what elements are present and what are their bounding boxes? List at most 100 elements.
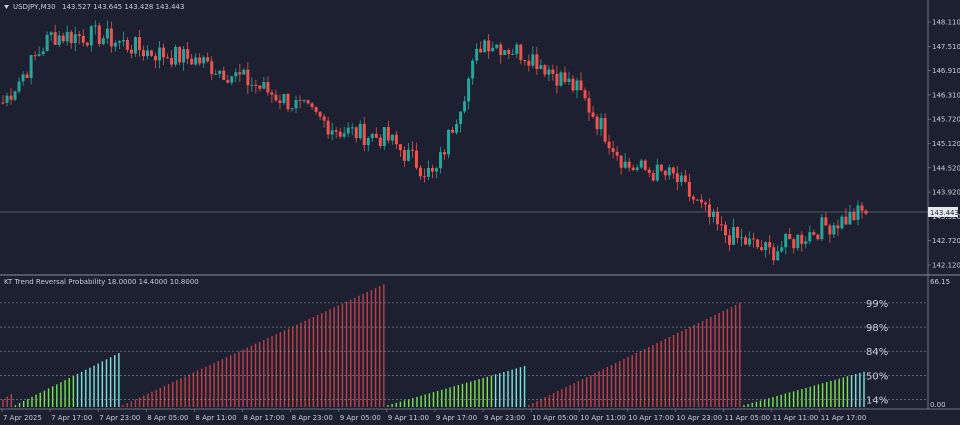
candle-body xyxy=(587,98,591,113)
candle-body xyxy=(655,164,659,181)
histogram-bar xyxy=(677,332,679,407)
candle-body xyxy=(146,50,150,57)
candle-body xyxy=(503,50,507,56)
current-price-tag xyxy=(928,207,958,217)
histogram-bar xyxy=(167,384,170,407)
candle-body xyxy=(386,127,390,141)
histogram-bar xyxy=(780,394,782,407)
histogram-bar xyxy=(312,316,315,407)
candle-body xyxy=(350,127,354,129)
histogram-bar xyxy=(180,378,182,407)
histogram-bar xyxy=(747,403,749,407)
histogram-bar xyxy=(176,380,178,407)
candle-body xyxy=(776,251,780,261)
histogram-bar xyxy=(436,390,439,407)
candle-body xyxy=(402,150,406,161)
candle-body xyxy=(571,78,575,91)
candle-body xyxy=(37,54,41,56)
histogram-bar xyxy=(333,307,335,407)
candle-body xyxy=(105,28,109,39)
collapse-arrow-icon[interactable] xyxy=(4,5,9,9)
histogram-bar xyxy=(184,376,186,407)
price-label: 142.720 xyxy=(932,237,960,245)
candle-body xyxy=(45,34,49,52)
histogram-bar xyxy=(254,343,257,407)
histogram-bar xyxy=(639,350,642,407)
candle-body xyxy=(302,100,306,102)
price-axis[interactable]: 148.110 147.510 146.910 146.310 145.720 145.1… xyxy=(928,19,960,270)
time-label: 9 Apr 23:00 xyxy=(484,414,525,422)
candle-body xyxy=(820,217,824,240)
candle-body xyxy=(515,44,519,54)
histogram-bar xyxy=(619,361,621,407)
price-label: 145.120 xyxy=(932,140,960,148)
candle-body xyxy=(258,85,262,89)
candle-body xyxy=(426,168,430,177)
candle-body xyxy=(85,42,89,46)
histogram-bar xyxy=(134,399,137,407)
candle-body xyxy=(812,232,816,235)
candle-body xyxy=(286,94,290,110)
candle-body xyxy=(238,72,242,75)
level-label: 99% xyxy=(866,299,888,310)
histogram-bar xyxy=(457,385,460,407)
candle-body xyxy=(242,69,246,75)
histogram-bar xyxy=(772,397,774,407)
histogram-bar xyxy=(325,311,327,407)
candle-body xyxy=(57,35,61,45)
candle-body xyxy=(744,237,748,245)
histogram-bar xyxy=(602,369,604,407)
histogram-bar xyxy=(689,326,691,407)
histogram-bar xyxy=(710,316,712,407)
histogram-bar xyxy=(470,381,472,407)
candle-body xyxy=(33,55,37,57)
histogram-bar xyxy=(652,344,654,407)
candle-body xyxy=(583,90,587,99)
histogram-bar xyxy=(399,401,402,407)
candle-body xyxy=(390,134,394,141)
histogram-bar xyxy=(366,291,368,407)
histogram-bar xyxy=(598,371,600,407)
candle-body xyxy=(230,76,234,83)
candle-body xyxy=(443,152,447,155)
histogram-bar xyxy=(565,387,567,407)
candle-body xyxy=(394,134,398,145)
candle-body xyxy=(615,151,619,156)
candle-body xyxy=(719,224,723,226)
histogram-bar xyxy=(345,301,348,407)
histogram-bar xyxy=(453,386,455,407)
histogram-bar xyxy=(350,299,352,407)
histogram-bar xyxy=(279,332,282,407)
candle-body xyxy=(1,102,5,104)
histogram-bar xyxy=(664,338,667,407)
histogram-bar xyxy=(532,403,534,407)
candle-body xyxy=(459,111,463,124)
histogram-bar xyxy=(519,367,522,407)
candle-body xyxy=(824,217,828,226)
candle-body xyxy=(752,238,756,240)
histogram-bar xyxy=(337,305,339,407)
histogram-bar xyxy=(308,318,311,407)
candle-body xyxy=(222,70,226,81)
histogram-bar xyxy=(358,295,360,407)
candle-body xyxy=(29,55,33,79)
indicator-scale-top: 66.15 xyxy=(930,278,950,286)
candle-body xyxy=(563,72,567,82)
histogram-bar xyxy=(561,389,563,407)
histogram-bar xyxy=(122,405,124,407)
histogram-bar xyxy=(51,386,54,407)
candle-body xyxy=(17,81,21,92)
histogram-bar xyxy=(217,361,219,407)
candle-body xyxy=(354,127,358,139)
histogram-bar xyxy=(776,395,778,407)
candle-body xyxy=(298,99,302,101)
candle-body xyxy=(77,34,81,36)
candle-body xyxy=(559,72,563,86)
candle-body xyxy=(836,225,840,229)
time-axis[interactable]: 7 Apr 2025 7 Apr 17:00 7 Apr 23:00 8 Apr 05… xyxy=(1,409,866,422)
candle-body xyxy=(595,116,599,130)
histogram-bar xyxy=(234,353,236,407)
histogram-bar xyxy=(734,304,737,407)
